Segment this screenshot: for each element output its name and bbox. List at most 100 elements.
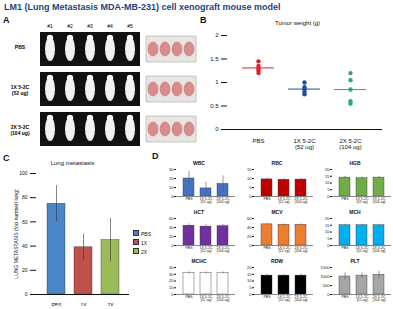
svg-text:500: 500 <box>323 283 330 288</box>
svg-text:2X 5-2C(104 ug): 2X 5-2C(104 ug) <box>216 295 229 303</box>
svg-text:40: 40 <box>22 243 28 249</box>
svg-text:40: 40 <box>247 225 252 230</box>
svg-text:40: 40 <box>169 265 174 270</box>
svg-text:0: 0 <box>171 243 174 248</box>
svg-text:2X 5-2C(104 ug): 2X 5-2C(104 ug) <box>294 295 307 303</box>
svg-text:20: 20 <box>169 278 174 283</box>
svg-text:20: 20 <box>169 234 174 239</box>
svg-text:1X 5-2C(52 ug): 1X 5-2C(52 ug) <box>356 197 369 205</box>
svg-text:2X 5-2C(104 ug): 2X 5-2C(104 ug) <box>372 197 385 205</box>
svg-text:5: 5 <box>249 285 252 290</box>
svg-text:0: 0 <box>249 292 252 297</box>
svg-text:80: 80 <box>22 194 28 200</box>
svg-text:1X 5-2C(52 ug): 1X 5-2C(52 ug) <box>200 197 213 205</box>
svg-text:10: 10 <box>325 180 330 185</box>
svg-text:40: 40 <box>169 225 174 230</box>
svg-text:PBS: PBS <box>341 295 349 299</box>
svg-text:LUNG METASTASIS (foci number/: LUNG METASTASIS (foci number/ lung) <box>13 189 19 279</box>
svg-text:20: 20 <box>22 267 28 273</box>
svg-text:#3: #3 <box>87 23 93 29</box>
html-text:Tumor weight (g): Tumor weight (g) <box>274 20 321 26</box>
svg-text:60: 60 <box>22 219 28 225</box>
svg-text:1X: 1X <box>80 302 87 306</box>
svg-text:1X 5-2C(52 ug): 1X 5-2C(52 ug) <box>356 295 369 303</box>
svg-text:10: 10 <box>169 285 174 290</box>
svg-text:1X 5-2C(52 ug): 1X 5-2C(52 ug) <box>11 84 30 96</box>
svg-text:5: 5 <box>327 187 330 192</box>
svg-text:20: 20 <box>169 176 174 181</box>
svg-text:1X 5-2C(52 ug): 1X 5-2C(52 ug) <box>200 246 213 254</box>
svg-text:2X 5-2C(104 ug): 2X 5-2C(104 ug) <box>294 197 307 205</box>
svg-text:#2: #2 <box>67 23 73 29</box>
svg-text:1X 5-2C(52 ug): 1X 5-2C(52 ug) <box>356 246 369 254</box>
svg-text:PBS: PBS <box>185 295 193 299</box>
html-text:LM1 (Lung Metastasis MDA-MB-23: LM1 (Lung Metastasis MDA-MB-231) cell xe… <box>4 2 281 12</box>
svg-text:10: 10 <box>247 278 252 283</box>
html-text:C: C <box>3 153 10 163</box>
svg-text:PBS: PBS <box>252 138 264 144</box>
html-text:B: B <box>200 15 207 25</box>
svg-text:2X 5-2C(104 ug): 2X 5-2C(104 ug) <box>294 246 307 254</box>
svg-text:20: 20 <box>247 265 252 270</box>
svg-text:30: 30 <box>169 272 174 277</box>
svg-text:10: 10 <box>247 176 252 181</box>
svg-text:1: 1 <box>215 79 219 85</box>
svg-text:PBS: PBS <box>185 246 193 250</box>
svg-text:2X 5-2C(104 ug): 2X 5-2C(104 ug) <box>372 295 385 303</box>
svg-text:#4: #4 <box>107 23 113 29</box>
svg-text:15: 15 <box>247 167 252 172</box>
svg-text:0: 0 <box>171 292 174 297</box>
svg-text:1500: 1500 <box>321 265 331 270</box>
svg-text:20: 20 <box>247 234 252 239</box>
svg-text:1X 5-2C(52 ug): 1X 5-2C(52 ug) <box>278 246 291 254</box>
svg-text:1X 5-2C(52 ug): 1X 5-2C(52 ug) <box>278 197 291 205</box>
svg-text:2X 5-2C(104 ug): 2X 5-2C(104 ug) <box>339 138 362 150</box>
svg-text:PBS: PBS <box>51 302 62 306</box>
svg-text:0.5: 0.5 <box>210 103 219 109</box>
svg-text:1000: 1000 <box>321 274 331 279</box>
svg-text:15: 15 <box>247 272 252 277</box>
svg-text:20: 20 <box>325 167 330 172</box>
svg-text:PBS: PBS <box>263 246 271 250</box>
html-text:D: D <box>152 151 159 161</box>
svg-text:30: 30 <box>169 167 174 172</box>
svg-text:15: 15 <box>325 223 330 228</box>
svg-text:PBS: PBS <box>263 197 271 201</box>
svg-text:1X 5-2C(52 ug): 1X 5-2C(52 ug) <box>278 295 291 303</box>
svg-text:5: 5 <box>327 236 330 241</box>
svg-text:#5: #5 <box>127 23 133 29</box>
svg-text:0: 0 <box>249 194 252 199</box>
svg-text:1X 5-2C(52 ug): 1X 5-2C(52 ug) <box>200 295 213 303</box>
svg-text:0: 0 <box>327 194 330 199</box>
svg-text:15: 15 <box>325 174 330 179</box>
svg-text:10: 10 <box>325 229 330 234</box>
svg-text:10: 10 <box>169 185 174 190</box>
svg-text:20: 20 <box>325 216 330 221</box>
svg-text:PBS: PBS <box>185 197 193 201</box>
svg-text:100: 100 <box>19 170 28 176</box>
svg-text:2X 5-2C(104 ug): 2X 5-2C(104 ug) <box>216 197 229 205</box>
svg-text:PBS: PBS <box>341 246 349 250</box>
svg-text:PBS: PBS <box>15 44 26 50</box>
svg-text:2: 2 <box>215 32 219 38</box>
svg-text:#1: #1 <box>47 23 53 29</box>
svg-text:PBS: PBS <box>263 295 271 299</box>
svg-text:0: 0 <box>215 126 219 132</box>
svg-text:2X: 2X <box>107 302 114 306</box>
svg-text:2X 5-2C(104 ug): 2X 5-2C(104 ug) <box>216 246 229 254</box>
html-text:Lung metastasis: Lung metastasis <box>50 160 95 166</box>
svg-text:0: 0 <box>249 243 252 248</box>
svg-text:PBS: PBS <box>341 197 349 201</box>
svg-text:60: 60 <box>247 216 252 221</box>
svg-text:1X 5-2C(52 ug): 1X 5-2C(52 ug) <box>293 138 316 150</box>
html-text:A: A <box>3 15 10 25</box>
svg-text:0: 0 <box>171 194 174 199</box>
svg-text:1.5: 1.5 <box>210 56 219 62</box>
svg-text:0: 0 <box>327 292 330 297</box>
svg-text:2X 5-2C(104 ug): 2X 5-2C(104 ug) <box>10 124 30 136</box>
svg-text:0: 0 <box>25 291 28 297</box>
svg-text:5: 5 <box>249 185 252 190</box>
svg-text:2X 5-2C(104 ug): 2X 5-2C(104 ug) <box>372 246 385 254</box>
svg-text:0: 0 <box>327 243 330 248</box>
svg-text:60: 60 <box>169 216 174 221</box>
